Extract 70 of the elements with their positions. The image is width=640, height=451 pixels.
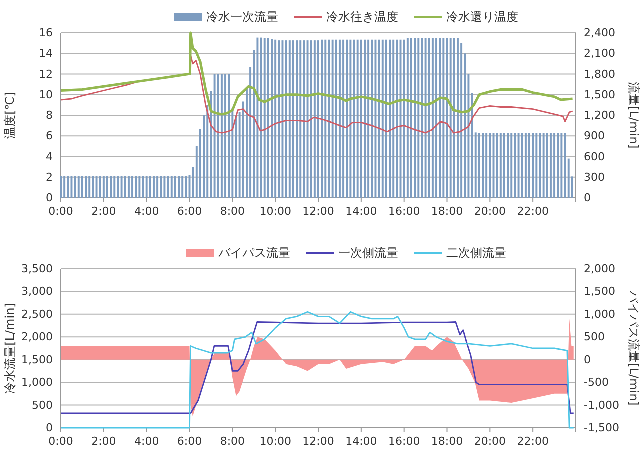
x-tick-label: 14:00: [346, 434, 378, 448]
x-tick-label: 8:00: [220, 434, 246, 448]
y2-tick-label: 900: [584, 130, 605, 143]
x-tick-label: 18:00: [431, 434, 464, 448]
y2-tick-label: 1,800: [584, 68, 616, 81]
y-axis-title: 温度[℃]: [3, 92, 17, 139]
y-tick-label: 16: [39, 26, 53, 40]
x-tick-label: 10:00: [260, 204, 292, 218]
legend-label: バイパス流量: [218, 246, 290, 260]
y2-tick-label: 2,400: [584, 26, 616, 40]
y2-tick-label: 0: [584, 192, 591, 205]
y2-tick-label: 300: [584, 170, 605, 184]
x-tick-label: 16:00: [388, 204, 420, 218]
y-tick-label: 14: [39, 47, 53, 60]
legend-label: 一次側流量: [338, 246, 398, 260]
x-tick-label: 12:00: [302, 204, 334, 218]
y2-tick-label: -1,500: [584, 422, 620, 435]
y2-tick-label: -500: [584, 376, 609, 390]
x-tick-label: 14:00: [346, 204, 378, 218]
legend-label: 冷水往き温度: [326, 10, 398, 24]
y-tick-label: 4: [46, 150, 53, 164]
y-tick-label: 2,500: [22, 308, 53, 321]
y-tick-label: 12: [39, 68, 53, 81]
y-tick-label: 10: [39, 88, 53, 102]
y2-tick-label: 1,500: [584, 88, 616, 102]
y2-tick-label: 1,500: [584, 285, 616, 298]
line-series: [60, 311, 575, 429]
x-tick-label: 20:00: [474, 434, 506, 448]
x-tick-label: 20:00: [474, 204, 506, 218]
x-tick-label: 4:00: [134, 434, 160, 448]
y2-tick-label: 2,100: [584, 47, 616, 60]
y-tick-label: 6: [46, 130, 53, 143]
y-tick-label: 1,000: [22, 376, 53, 390]
y2-tick-label: -1,000: [584, 398, 620, 412]
y-tick-label: 500: [32, 398, 53, 412]
y2-tick-label: 2,000: [584, 262, 616, 276]
x-tick-label: 18:00: [431, 204, 464, 218]
x-tick-label: 0:00: [48, 204, 74, 218]
y2-axis-title: 流量[L/min]: [627, 82, 640, 149]
y2-tick-label: 0: [584, 353, 591, 366]
y2-axis-title: バイパス流量[L/min]: [627, 290, 640, 406]
y2-tick-label: 600: [584, 150, 605, 164]
y-axis-title: 冷水流量[L/min]: [3, 303, 17, 394]
x-tick-label: 8:00: [220, 204, 246, 218]
x-tick-label: 2:00: [92, 434, 116, 448]
y-tick-label: 0: [46, 192, 53, 205]
x-tick-label: 10:00: [260, 434, 292, 448]
x-tick-label: 2:00: [92, 204, 116, 218]
y-tick-label: 1,500: [22, 353, 53, 366]
y-tick-label: 2: [46, 170, 53, 184]
x-tick-label: 6:00: [177, 434, 202, 448]
x-tick-label: 6:00: [177, 204, 202, 218]
y-tick-label: 0: [46, 422, 53, 435]
y2-tick-label: 500: [584, 330, 605, 344]
y-tick-label: 3,500: [22, 262, 53, 276]
y2-tick-label: 1,200: [584, 109, 616, 122]
x-tick-label: 12:00: [302, 434, 334, 448]
x-tick-label: 16:00: [388, 434, 420, 448]
x-tick-label: 22:00: [517, 204, 549, 218]
x-tick-label: 22:00: [517, 434, 549, 448]
legend-label: 冷水還り温度: [446, 10, 518, 24]
y2-tick-label: 1,000: [584, 308, 616, 321]
y-tick-label: 8: [46, 109, 53, 122]
x-tick-label: 0:00: [48, 434, 74, 448]
legend-label: 二次側流量: [446, 246, 506, 260]
line-series: [60, 32, 574, 116]
legend-label: 冷水一次流量: [206, 10, 278, 24]
x-tick-label: 4:00: [134, 204, 160, 218]
y-tick-label: 3,000: [22, 285, 53, 298]
y-tick-label: 2,000: [22, 330, 53, 344]
